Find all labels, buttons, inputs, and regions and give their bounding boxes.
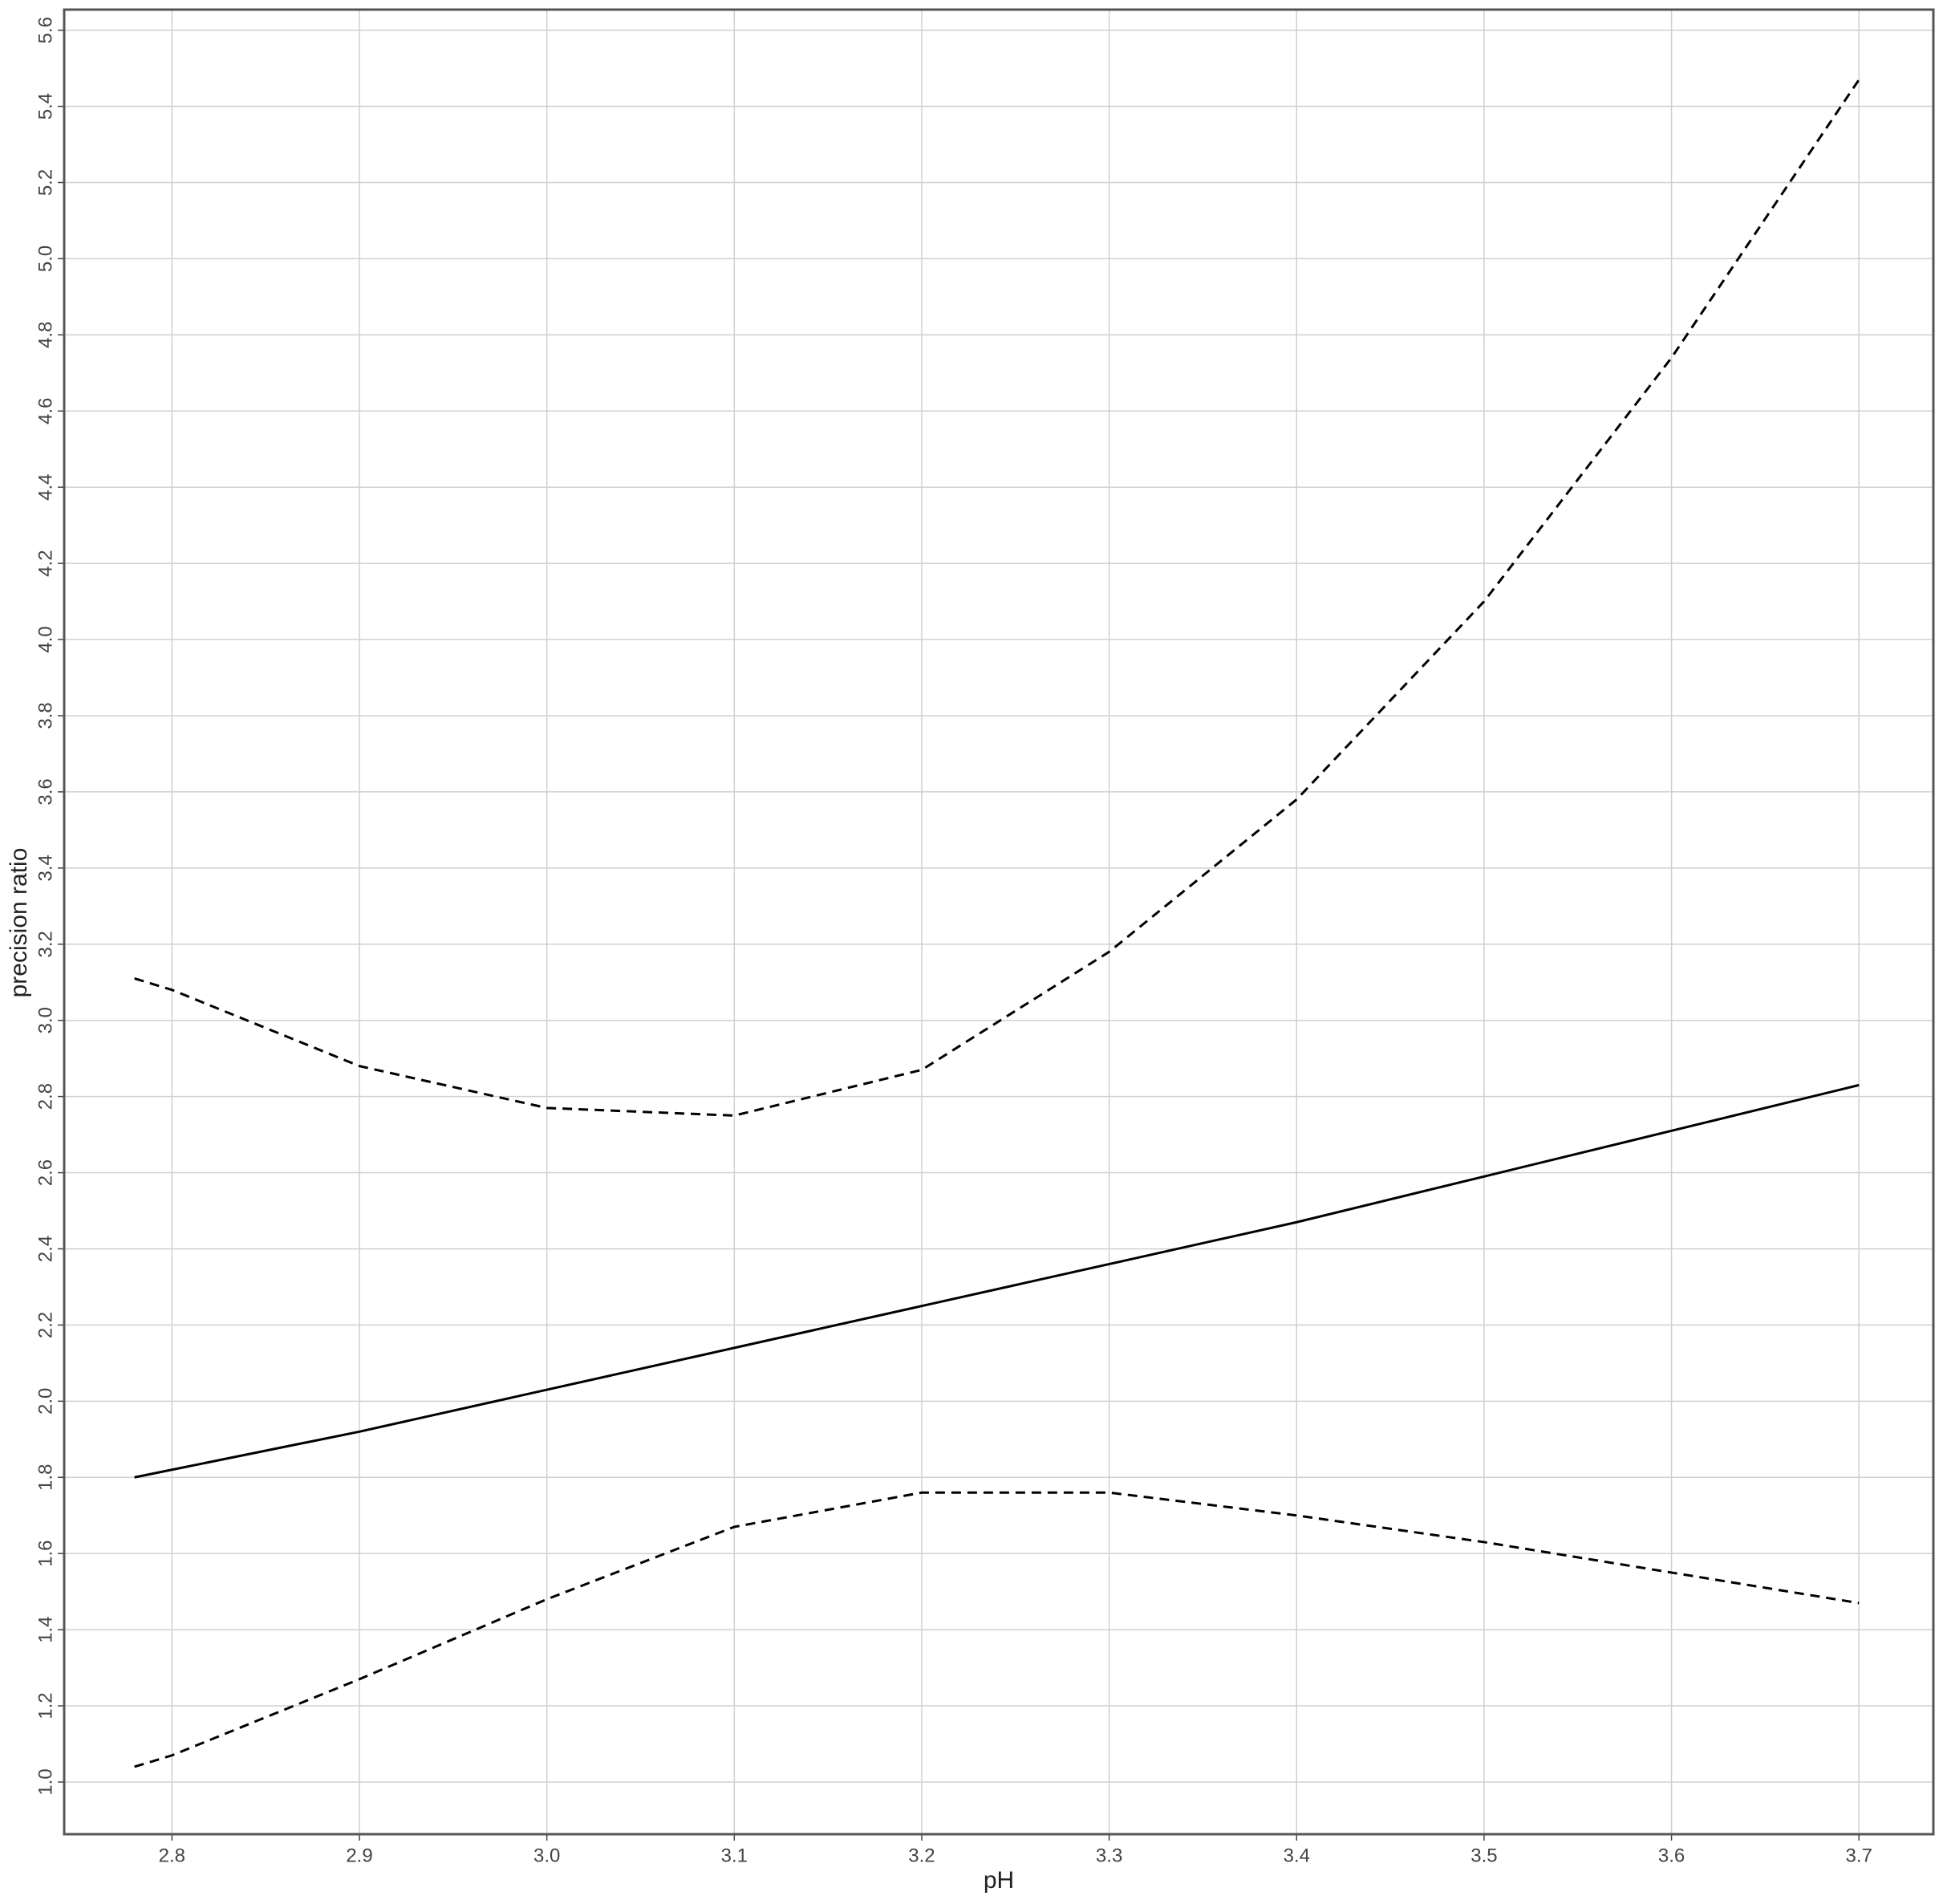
series-line (134, 79, 1860, 1117)
y-tick-label: 1.0 (34, 1768, 56, 1795)
y-tick-label: 2.6 (34, 1159, 56, 1186)
plot-frame (63, 8, 1935, 1836)
y-axis-title: precision ratio (6, 848, 32, 998)
y-tick-label: 2.0 (34, 1388, 56, 1415)
x-tick-label: 3.0 (533, 1845, 560, 1866)
y-tick-label: 3.8 (34, 702, 56, 729)
x-tick-label: 2.8 (159, 1845, 185, 1866)
y-tick-label: 4.8 (34, 322, 56, 348)
y-tick-label: 3.4 (34, 855, 56, 881)
x-tick-label: 3.2 (908, 1845, 935, 1866)
y-tick-label: 1.8 (34, 1464, 56, 1491)
y-tick-label: 3.0 (34, 1007, 56, 1033)
y-tick-label: 5.2 (34, 169, 56, 196)
x-tick-label: 3.5 (1470, 1845, 1497, 1866)
y-tick-label: 4.6 (34, 398, 56, 424)
series-line (134, 1491, 1860, 1768)
x-axis-title: pH (984, 1867, 1014, 1894)
y-tick-label: 2.8 (34, 1083, 56, 1110)
y-tick-label: 1.2 (34, 1692, 56, 1719)
y-tick-label: 1.4 (34, 1616, 56, 1642)
y-tick-label: 5.4 (34, 93, 56, 120)
y-tick-label: 2.2 (34, 1312, 56, 1338)
series-line (134, 1083, 1860, 1479)
y-tick-label: 4.0 (34, 626, 56, 652)
x-tick-label: 3.3 (1096, 1845, 1122, 1866)
y-tick-label: 5.6 (34, 17, 56, 43)
x-tick-label: 2.9 (346, 1845, 372, 1866)
y-tick-label: 1.6 (34, 1541, 56, 1567)
y-tick-label: 3.2 (34, 931, 56, 957)
x-tick-label: 3.1 (721, 1845, 748, 1866)
y-tick-label: 3.6 (34, 778, 56, 805)
x-tick-label: 3.6 (1658, 1845, 1685, 1866)
y-tick-label: 4.4 (34, 474, 56, 501)
x-tick-label: 3.7 (1846, 1845, 1872, 1866)
y-tick-label: 4.2 (34, 550, 56, 576)
y-tick-label: 2.4 (34, 1236, 56, 1262)
x-tick-label: 3.4 (1284, 1845, 1310, 1866)
y-tick-label: 5.0 (34, 246, 56, 272)
